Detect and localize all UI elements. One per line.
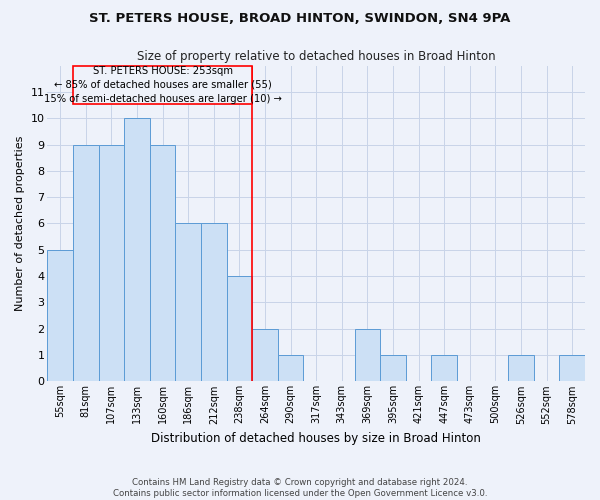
Bar — [252, 329, 278, 382]
Text: Contains HM Land Registry data © Crown copyright and database right 2024.
Contai: Contains HM Land Registry data © Crown c… — [113, 478, 487, 498]
FancyBboxPatch shape — [73, 66, 252, 104]
Text: ST. PETERS HOUSE: 253sqm
← 85% of detached houses are smaller (55)
15% of semi-d: ST. PETERS HOUSE: 253sqm ← 85% of detach… — [44, 66, 281, 104]
Bar — [227, 276, 252, 382]
Y-axis label: Number of detached properties: Number of detached properties — [15, 136, 25, 311]
Bar — [150, 144, 175, 382]
Bar — [98, 144, 124, 382]
Bar — [73, 144, 98, 382]
Bar — [278, 355, 304, 382]
Bar — [175, 224, 201, 382]
X-axis label: Distribution of detached houses by size in Broad Hinton: Distribution of detached houses by size … — [151, 432, 481, 445]
Title: Size of property relative to detached houses in Broad Hinton: Size of property relative to detached ho… — [137, 50, 496, 63]
Bar — [508, 355, 534, 382]
Bar — [124, 118, 150, 382]
Text: ST. PETERS HOUSE, BROAD HINTON, SWINDON, SN4 9PA: ST. PETERS HOUSE, BROAD HINTON, SWINDON,… — [89, 12, 511, 26]
Bar — [47, 250, 73, 382]
Bar — [431, 355, 457, 382]
Bar — [355, 329, 380, 382]
Bar — [201, 224, 227, 382]
Bar — [559, 355, 585, 382]
Bar — [380, 355, 406, 382]
